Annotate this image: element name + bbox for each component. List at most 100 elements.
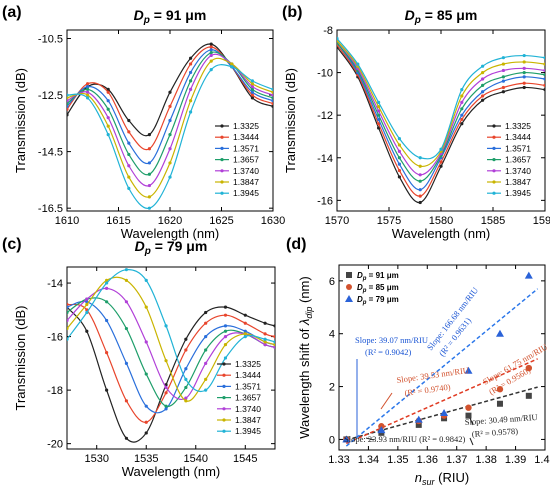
- data-point: [67, 305, 69, 309]
- plot-frame: [66, 266, 276, 450]
- x-tick-label: 1570: [325, 215, 349, 227]
- legend-marker: [346, 272, 352, 278]
- data-point: [418, 188, 422, 192]
- data-point: [168, 104, 172, 108]
- data-point: [543, 56, 545, 60]
- data-point: [147, 172, 151, 176]
- data-point: [243, 329, 247, 333]
- data-point: [209, 67, 213, 72]
- legend-rest: = 79 μm: [366, 295, 398, 304]
- fit-line: [346, 358, 538, 445]
- data-point: [501, 85, 505, 90]
- data-point: [273, 334, 275, 339]
- data-point: [501, 90, 505, 94]
- series-line: [67, 300, 275, 414]
- x-tick-label: 1.36: [417, 454, 438, 466]
- data-point: [223, 343, 228, 347]
- data-point: [147, 195, 151, 199]
- title-subscript: p: [144, 246, 151, 257]
- y-tick-label: -8: [323, 25, 333, 37]
- data-point: [243, 313, 247, 317]
- data-point: [342, 435, 351, 443]
- x-axis-label: Wavelength (nm): [122, 464, 221, 479]
- data-point: [397, 143, 401, 147]
- x-tick-label: 1535: [134, 453, 158, 465]
- data-point: [271, 96, 273, 100]
- data-point: [418, 179, 422, 183]
- legend-marker: [220, 124, 224, 128]
- y-tick-label: -18: [47, 385, 63, 397]
- data-point: [105, 388, 109, 392]
- title-symbol: D: [134, 7, 144, 23]
- data-point: [106, 107, 110, 111]
- data-point: [86, 93, 90, 97]
- data-point: [204, 310, 208, 315]
- fit-line: [345, 288, 539, 447]
- data-point: [86, 82, 90, 86]
- data-point: [495, 329, 504, 337]
- data-point: [501, 62, 505, 66]
- data-point: [377, 117, 381, 122]
- data-point: [168, 90, 172, 94]
- data-point: [496, 386, 504, 393]
- data-point: [481, 90, 485, 94]
- data-point: [250, 84, 254, 89]
- data-point: [418, 173, 422, 177]
- data-point: [481, 98, 485, 102]
- y-tick-label: -10: [317, 68, 333, 80]
- x-tick-label: 1625: [209, 215, 233, 227]
- data-point: [243, 334, 247, 339]
- y-tick-label: -14.5: [38, 147, 63, 159]
- data-point: [144, 305, 148, 309]
- legend-marker: [492, 169, 496, 173]
- legend-label: Dp = 85 μm: [357, 283, 399, 294]
- legend-label: 1.3740: [505, 166, 531, 176]
- legend-marker: [492, 158, 496, 162]
- data-point: [189, 62, 193, 66]
- legend-marker: [222, 418, 226, 422]
- legend-label: 1.3847: [235, 415, 261, 425]
- x-tick-label: 1630: [261, 215, 285, 227]
- y-label-main: Wavelength shift of: [297, 325, 312, 439]
- data-point: [440, 409, 449, 416]
- data-point: [184, 399, 188, 403]
- y-axis-label: Wavelength shift of λdip (nm): [297, 276, 314, 438]
- data-point: [397, 162, 401, 166]
- x-label-subscript: sur: [422, 477, 436, 487]
- data-point: [263, 321, 267, 325]
- x-tick-label: 1.38: [475, 454, 496, 466]
- data-point: [106, 116, 110, 120]
- data-point: [460, 122, 464, 126]
- legend-marker: [220, 191, 224, 195]
- data-point: [164, 385, 168, 390]
- data-point: [271, 93, 273, 97]
- data-point: [147, 206, 151, 210]
- data-point: [273, 343, 275, 347]
- data-point: [144, 431, 148, 435]
- data-point: [105, 278, 109, 282]
- data-point: [67, 310, 69, 315]
- data-point: [67, 113, 69, 117]
- panel-letter: (b): [282, 4, 302, 21]
- y-tick-label: -16: [317, 195, 333, 207]
- y-tick-label: -16: [47, 332, 63, 344]
- slope-annotation: Slope: 30.49 nm/RIU: [464, 412, 537, 427]
- title-subscript: p: [414, 15, 421, 26]
- annotation-pointer: [469, 437, 474, 446]
- data-point: [144, 372, 148, 376]
- data-point: [271, 104, 273, 108]
- x-tick-label: 1615: [106, 215, 130, 227]
- data-point: [106, 124, 110, 128]
- y-tick-label: 6: [329, 276, 335, 288]
- legend-label: 1.3945: [235, 426, 261, 436]
- data-point: [481, 94, 485, 98]
- data-point: [415, 421, 422, 428]
- data-point: [127, 141, 131, 145]
- legend-rest: = 85 μm: [366, 283, 398, 292]
- legend-label: Dp = 79 μm: [357, 295, 399, 306]
- panel-d: (d) 1.33 1.34 1.35 1.36 1.37 1.38 1.39 1.40 0 2 4 6 n…: [286, 236, 550, 487]
- x-tick-label: 1.37: [446, 454, 467, 466]
- data-point: [522, 66, 526, 70]
